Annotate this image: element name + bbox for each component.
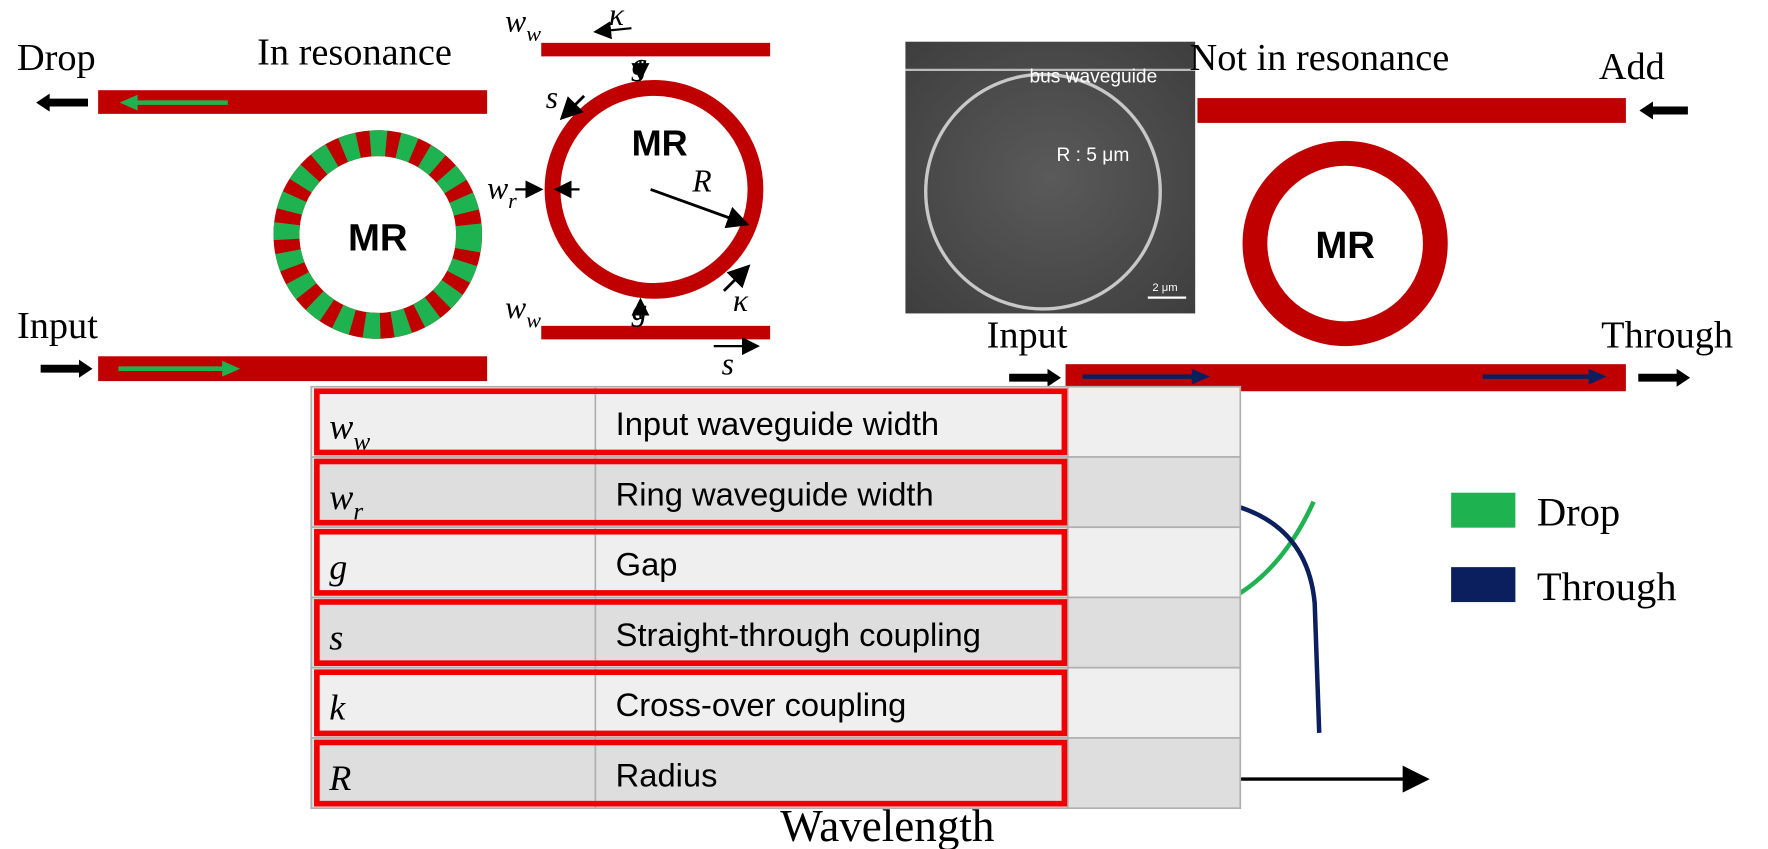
symbol: R bbox=[328, 758, 351, 798]
arrow-head bbox=[1639, 101, 1653, 119]
symbol: k bbox=[329, 688, 346, 728]
description: Ring waveguide width bbox=[616, 475, 934, 512]
waveguide bbox=[541, 43, 770, 57]
legend-swatch bbox=[1451, 493, 1515, 528]
through-label: Through bbox=[1601, 314, 1733, 356]
description: Straight-through coupling bbox=[616, 616, 981, 653]
bus-label: bus waveguide bbox=[1029, 66, 1157, 87]
legend-swatch bbox=[1451, 567, 1515, 602]
symbol-letter: g bbox=[631, 46, 647, 81]
symbol: s bbox=[722, 346, 734, 381]
symbol-letter: w bbox=[329, 407, 353, 447]
scale-label: 2 μm bbox=[1152, 282, 1177, 294]
arrow-head bbox=[1677, 369, 1691, 387]
through-curve bbox=[1240, 507, 1319, 732]
symbol-letter: s bbox=[722, 346, 734, 381]
symbol: R bbox=[691, 164, 711, 199]
symbol-letter: k bbox=[329, 688, 346, 728]
description: Cross-over coupling bbox=[616, 686, 907, 723]
title: Not in resonance bbox=[1190, 37, 1450, 79]
sem-image: bus waveguide R : 5 μm 2 μm bbox=[905, 42, 1195, 314]
drop-label: Drop bbox=[17, 37, 96, 79]
arrow-head bbox=[1047, 369, 1061, 387]
description: Gap bbox=[616, 546, 678, 583]
ring-label: MR bbox=[348, 216, 408, 259]
symbol: s bbox=[546, 80, 558, 115]
input-label: Input bbox=[17, 305, 98, 347]
symbol-letter: w bbox=[329, 477, 353, 517]
input-label: Input bbox=[987, 314, 1068, 356]
title: In resonance bbox=[257, 31, 452, 73]
symbol-letter: R bbox=[328, 758, 351, 798]
symbol-letter: s bbox=[546, 80, 558, 115]
symbol-letter: κ bbox=[609, 0, 625, 32]
add-label: Add bbox=[1599, 46, 1665, 88]
description: Radius bbox=[616, 756, 718, 793]
arrow-head bbox=[79, 360, 93, 378]
symbol-subscript: w bbox=[526, 21, 541, 46]
symbol-letter: R bbox=[691, 164, 711, 199]
symbol-letter: g bbox=[631, 292, 647, 327]
symbol-subscript: r bbox=[508, 188, 517, 213]
symbol: g bbox=[631, 46, 647, 81]
symbol-letter: w bbox=[505, 290, 526, 325]
description: Input waveguide width bbox=[616, 405, 939, 442]
symbol-letter: κ bbox=[733, 283, 749, 318]
symbol: s bbox=[329, 617, 343, 657]
arrow-head bbox=[36, 94, 50, 112]
legend-label: Through bbox=[1537, 564, 1677, 609]
ring-label: MR bbox=[1315, 224, 1375, 267]
table-row bbox=[311, 738, 1240, 808]
waveguide bbox=[1197, 98, 1625, 123]
symbol-letter: w bbox=[487, 170, 508, 205]
symbol: g bbox=[329, 547, 347, 587]
symbol-letter: w bbox=[505, 4, 526, 39]
symbol-subscript: w bbox=[526, 307, 541, 332]
symbol: g bbox=[631, 292, 647, 327]
symbol: κ bbox=[733, 283, 749, 318]
table-row bbox=[311, 527, 1240, 597]
radius-label: R : 5 μm bbox=[1057, 145, 1130, 166]
ring-label: MR bbox=[632, 123, 688, 164]
drop-curve bbox=[1240, 502, 1313, 593]
symbol-letter: s bbox=[329, 617, 343, 657]
legend-label: Drop bbox=[1537, 489, 1620, 534]
symbol-letter: g bbox=[329, 547, 347, 587]
diagram: In resonance Drop MR Input MR wwκgswrRww… bbox=[0, 0, 1768, 849]
symbol: κ bbox=[609, 0, 625, 32]
waveguide bbox=[541, 326, 770, 340]
